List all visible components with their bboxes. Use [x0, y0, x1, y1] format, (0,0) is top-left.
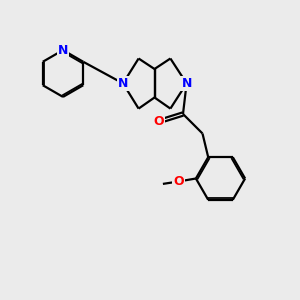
Text: O: O	[154, 115, 164, 128]
Text: N: N	[182, 77, 192, 90]
Text: N: N	[58, 44, 68, 57]
Text: O: O	[173, 175, 184, 188]
Text: N: N	[118, 77, 128, 90]
